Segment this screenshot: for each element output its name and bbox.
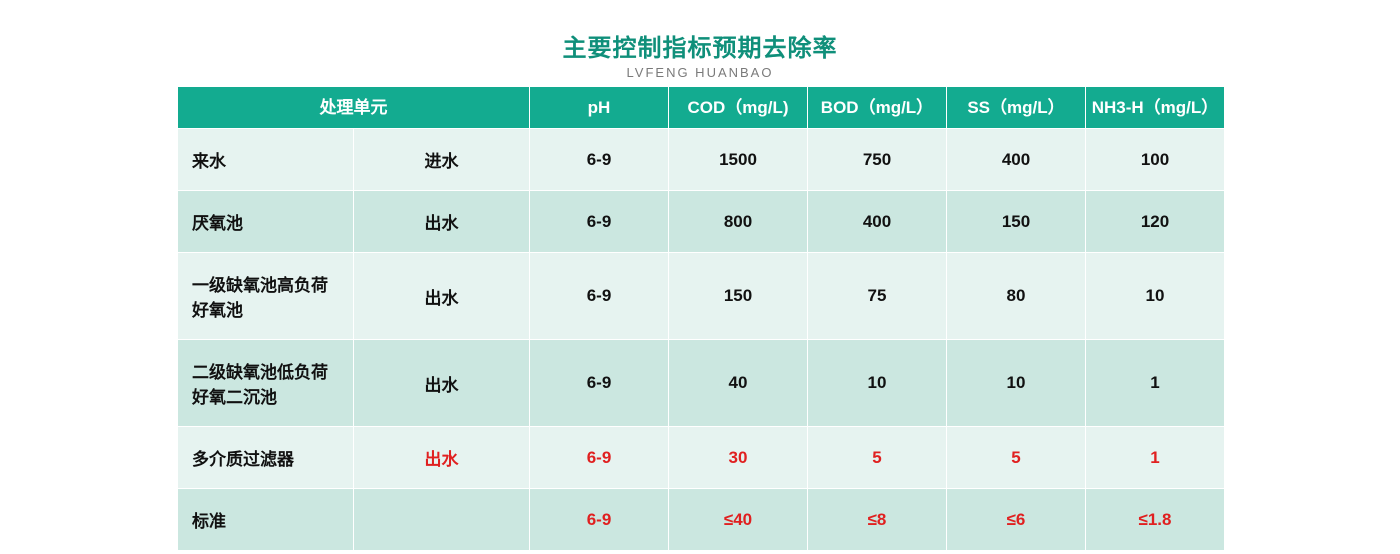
cell-value: 40 — [669, 340, 808, 427]
page-subtitle: LVFENG HUANBAO — [177, 65, 1223, 80]
col-ph: pH — [530, 87, 669, 129]
table-header-row: 处理单元 pH COD（mg/L) BOD（mg/L） SS（mg/L） NH3… — [178, 87, 1225, 129]
cell-flow: 进水 — [354, 129, 530, 191]
col-cod: COD（mg/L) — [669, 87, 808, 129]
cell-value: 5 — [947, 427, 1086, 489]
cell-value: 100 — [1086, 129, 1225, 191]
cell-value: 10 — [808, 340, 947, 427]
cell-value: 30 — [669, 427, 808, 489]
cell-value: 10 — [1086, 253, 1225, 340]
cell-value: 400 — [808, 191, 947, 253]
cell-value: 120 — [1086, 191, 1225, 253]
page-title: 主要控制指标预期去除率 — [177, 28, 1223, 63]
cell-value: 10 — [947, 340, 1086, 427]
cell-unit: 标准 — [178, 489, 354, 551]
cell-unit: 多介质过滤器 — [178, 427, 354, 489]
cell-value: 6-9 — [530, 489, 669, 551]
cell-value: 150 — [669, 253, 808, 340]
cell-value: 5 — [808, 427, 947, 489]
table-row: 一级缺氧池高负荷好氧池出水6-9150758010 — [178, 253, 1225, 340]
cell-value: 1500 — [669, 129, 808, 191]
cell-flow: 出水 — [354, 427, 530, 489]
metrics-table: 处理单元 pH COD（mg/L) BOD（mg/L） SS（mg/L） NH3… — [177, 86, 1225, 551]
col-nh3: NH3-H（mg/L） — [1086, 87, 1225, 129]
col-ss: SS（mg/L） — [947, 87, 1086, 129]
table-row: 标准 6-9≤40≤8≤6≤1.8 — [178, 489, 1225, 551]
table-row: 二级缺氧池低负荷好氧二沉池出水6-94010101 — [178, 340, 1225, 427]
cell-value: 1 — [1086, 427, 1225, 489]
cell-value: 800 — [669, 191, 808, 253]
cell-value: ≤6 — [947, 489, 1086, 551]
table-row: 多介质过滤器出水6-930551 — [178, 427, 1225, 489]
cell-value: 6-9 — [530, 129, 669, 191]
cell-value: ≤8 — [808, 489, 947, 551]
cell-value: 150 — [947, 191, 1086, 253]
table-container: 主要控制指标预期去除率 LVFENG HUANBAO 处理单元 pH COD（m… — [177, 28, 1223, 551]
cell-value: 80 — [947, 253, 1086, 340]
cell-value: 400 — [947, 129, 1086, 191]
cell-unit: 二级缺氧池低负荷好氧二沉池 — [178, 340, 354, 427]
col-unit: 处理单元 — [178, 87, 530, 129]
cell-flow: 出水 — [354, 191, 530, 253]
cell-flow: 出水 — [354, 253, 530, 340]
cell-value: 6-9 — [530, 427, 669, 489]
table-row: 厌氧池出水6-9800400150120 — [178, 191, 1225, 253]
cell-unit: 厌氧池 — [178, 191, 354, 253]
cell-value: 1 — [1086, 340, 1225, 427]
cell-value: ≤40 — [669, 489, 808, 551]
cell-flow: 出水 — [354, 340, 530, 427]
cell-value: 6-9 — [530, 253, 669, 340]
cell-value: 6-9 — [530, 340, 669, 427]
cell-unit: 一级缺氧池高负荷好氧池 — [178, 253, 354, 340]
table-row: 来水进水6-91500750400100 — [178, 129, 1225, 191]
cell-unit: 来水 — [178, 129, 354, 191]
cell-value: 6-9 — [530, 191, 669, 253]
cell-value: 75 — [808, 253, 947, 340]
col-bod: BOD（mg/L） — [808, 87, 947, 129]
cell-value: 750 — [808, 129, 947, 191]
cell-value: ≤1.8 — [1086, 489, 1225, 551]
cell-flow — [354, 489, 530, 551]
